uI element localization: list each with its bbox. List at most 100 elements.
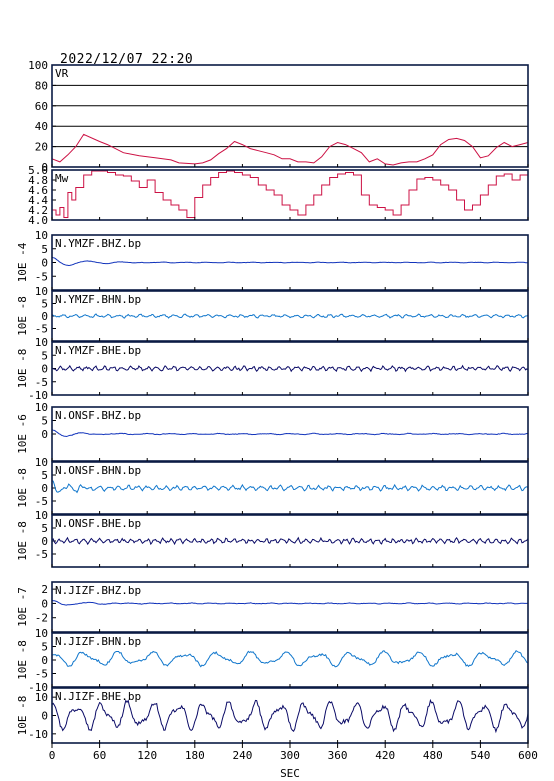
- x-tick-label: 480: [423, 749, 443, 762]
- x-axis: 0 60 120 180 240 300 360 420 480 540 600: [49, 743, 538, 762]
- y-tick-label: 0: [41, 597, 48, 610]
- y-tick-label: 60: [35, 100, 48, 113]
- series-line-vr: [51, 133, 529, 166]
- y-tick-label: 5: [41, 415, 48, 428]
- panels-group: 020406080100VR4.04.24.44.64.85.0Mw-50510…: [16, 59, 529, 744]
- y-tick-label: 4.0: [28, 214, 48, 227]
- panel-label: N.JIZF.BHE.bp: [55, 690, 141, 703]
- panel-vr: 0 20 40 60 80 100 VR: [28, 59, 529, 174]
- panel-label: N.JIZF.BHZ.bp: [55, 584, 141, 597]
- y-tick-label: 4.2: [28, 204, 48, 217]
- y-tick-label: 0: [41, 161, 48, 174]
- y-unit-label: 10E -8: [16, 296, 29, 336]
- y-tick-label: 5: [41, 298, 48, 311]
- series-line-onsf-bhe: [51, 536, 529, 546]
- y-tick-label: -5: [35, 668, 48, 681]
- series-line-mw: [52, 170, 529, 218]
- y-tick-label: 4.8: [28, 174, 48, 187]
- y-unit-label: 10E -4: [16, 242, 29, 282]
- panel-label: VR: [55, 67, 69, 80]
- series-line-onsf-bhn: [51, 480, 529, 494]
- y-unit-label: 10E -8: [16, 640, 29, 680]
- x-tick-label: 360: [328, 749, 348, 762]
- y-tick-label: 0: [41, 257, 48, 270]
- panel-jizf-bhz: -2 02 10E -7 N.JIZF.BHZ.bp: [16, 581, 529, 633]
- y-tick-label: -5: [35, 548, 48, 561]
- panel-label: N.YMZF.BHE.bp: [55, 344, 141, 357]
- y-tick-label: 0: [41, 654, 48, 667]
- x-tick-label: 180: [185, 749, 205, 762]
- y-tick-label: 2: [41, 583, 48, 596]
- panel-jizf-bhe: -10 0 10 10E -8 N.JIZF.BHE.bp: [16, 687, 529, 744]
- y-tick-label: -5: [35, 376, 48, 389]
- y-unit-label: 10E -8: [16, 521, 29, 561]
- x-axis-label: SEC: [280, 767, 300, 780]
- panel-label: N.YMZF.BHN.bp: [55, 293, 141, 306]
- y-tick-label: -5: [35, 323, 48, 336]
- y-tick-label: 100: [28, 59, 48, 72]
- panel-label: N.JIZF.BHN.bp: [55, 635, 141, 648]
- y-tick-label: 0: [41, 482, 48, 495]
- series-line-jizf-bhe: [51, 698, 529, 734]
- y-tick-label: 0: [41, 710, 48, 723]
- y-tick-label: 10: [35, 401, 48, 414]
- y-tick-label: 5: [41, 469, 48, 482]
- y-tick-label: 10: [35, 229, 48, 242]
- x-tick-label: 300: [280, 749, 300, 762]
- panel-label: Mw: [55, 172, 69, 185]
- series-line-ymzf-bhn: [51, 313, 529, 319]
- y-tick-label: 5: [41, 641, 48, 654]
- y-tick-label: 4.4: [28, 194, 48, 207]
- y-tick-label: 20: [35, 141, 48, 154]
- panel-frame: [51, 64, 529, 168]
- y-tick-label: 0: [41, 535, 48, 548]
- panel-label: N.ONSF.BHE.bp: [55, 517, 141, 530]
- y-unit-label: 10E -6: [16, 414, 29, 454]
- panel-label: N.ONSF.BHN.bp: [55, 464, 141, 477]
- y-tick-label: -5: [35, 270, 48, 283]
- series-line-jizf-bhz: [51, 599, 529, 606]
- y-tick-label: 5: [41, 349, 48, 362]
- y-tick-label: -5: [35, 495, 48, 508]
- y-tick-label: 5: [41, 522, 48, 535]
- panel-mw: 4.04.24.44.64.85.0 Mw: [28, 164, 529, 227]
- y-tick-label: 0: [41, 310, 48, 323]
- series-line-ymzf-bhz: [51, 256, 529, 267]
- y-tick-label: 10: [35, 627, 48, 640]
- y-tick-label: 80: [35, 79, 48, 92]
- y-tick-label: 0: [41, 363, 48, 376]
- y-unit-label: 10E -8: [16, 349, 29, 389]
- y-tick-label: 4.6: [28, 184, 48, 197]
- x-tick-label: 420: [375, 749, 395, 762]
- y-tick-label: -10: [28, 681, 48, 694]
- timestamp-header: 2022/12/07 22:20: [60, 52, 193, 67]
- y-tick-label: 10: [35, 336, 48, 349]
- x-tick-label: 0: [49, 749, 56, 762]
- y-tick-label: 10: [35, 456, 48, 469]
- y-tick-label: 10: [35, 691, 48, 704]
- panel-label: N.ONSF.BHZ.bp: [55, 409, 141, 422]
- x-tick-label: 120: [137, 749, 157, 762]
- y-unit-label: 10E -7: [16, 587, 29, 627]
- series-line-onsf-bhz: [51, 429, 528, 438]
- y-tick-label: -10: [28, 389, 48, 402]
- y-tick-label: 10: [35, 509, 48, 522]
- x-tick-label: 240: [232, 749, 252, 762]
- y-tick-label: 40: [35, 120, 48, 133]
- x-tick-label: 600: [518, 749, 538, 762]
- panel-label: N.YMZF.BHZ.bp: [55, 237, 141, 250]
- series-line-ymzf-bhe: [51, 364, 529, 373]
- y-tick-label: -2: [35, 612, 48, 625]
- y-tick-label: 10: [35, 285, 48, 298]
- y-tick-label: -10: [28, 728, 48, 741]
- x-tick-label: 540: [470, 749, 490, 762]
- series-line-jizf-bhn: [51, 649, 529, 668]
- y-unit-label: 10E -8: [16, 468, 29, 508]
